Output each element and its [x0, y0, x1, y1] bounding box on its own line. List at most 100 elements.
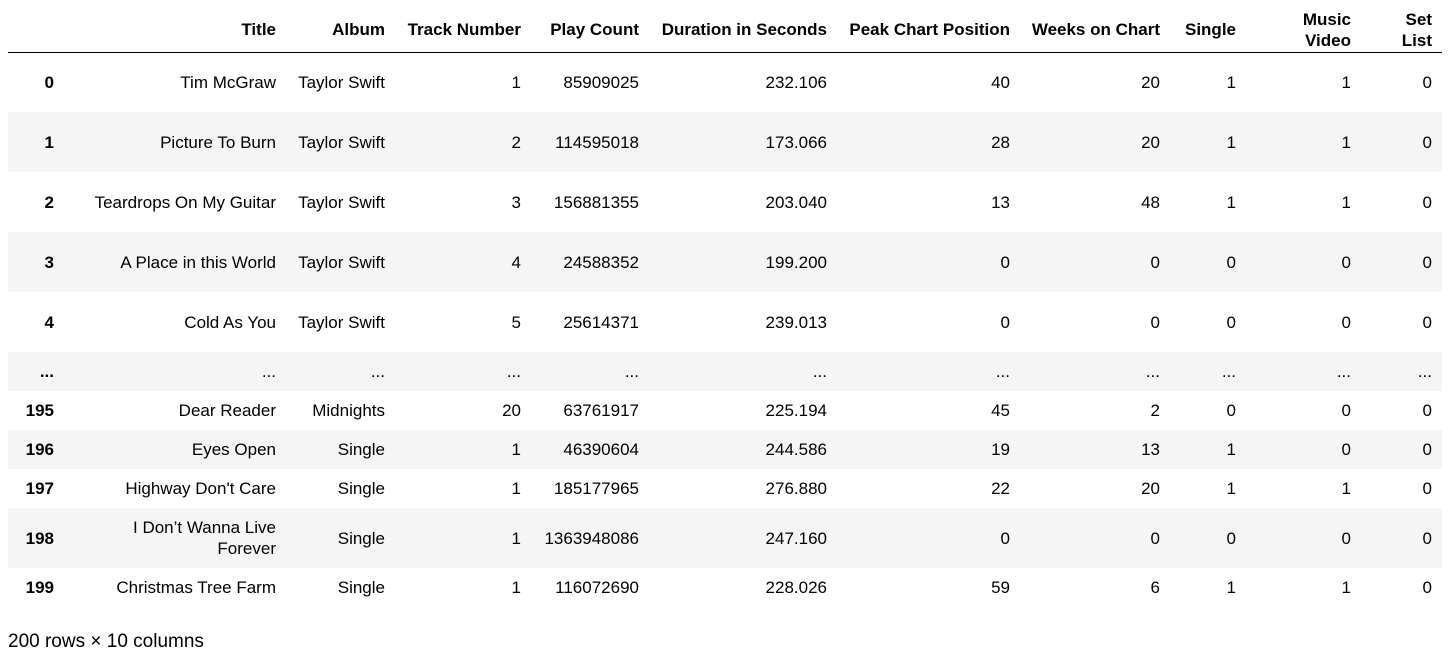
table-cell: 239.013	[765, 312, 827, 332]
table-row: 198 I Don’t Wanna Live Forever Single 1 1363…	[8, 508, 1442, 568]
table-cell: ...	[995, 362, 1010, 381]
table-cell: Tim McGraw	[180, 72, 276, 92]
table-cell: ...	[506, 362, 521, 381]
table-cell: 1	[1226, 479, 1236, 498]
table-cell: 0	[1341, 440, 1351, 459]
column-header: Title	[64, 8, 286, 53]
row-index: 196	[25, 440, 54, 459]
column-header: Album	[286, 8, 395, 53]
table-cell: 1	[1226, 440, 1236, 459]
table-cell: 0	[1422, 312, 1432, 332]
table-cell: ...	[624, 362, 639, 381]
table-cell: 1	[1341, 132, 1351, 152]
table-cell: Teardrops On My Guitar	[94, 192, 276, 212]
table-cell: 0	[1422, 528, 1432, 548]
table-cell: ...	[1336, 362, 1351, 381]
table-cell: 63761917	[563, 401, 639, 420]
column-header: Weeks on Chart	[1020, 8, 1170, 53]
row-index: 198	[25, 528, 54, 548]
table-cell: 0	[1150, 252, 1160, 272]
table-cell: 4	[511, 252, 521, 272]
table-header: Title Album Track Number Play Count Duration…	[8, 8, 1442, 53]
table-cell: 247.160	[765, 528, 827, 548]
table-row: 2 Teardrops On My Guitar Taylor Swift 3 1568…	[8, 172, 1442, 232]
table-cell: 5	[511, 312, 521, 332]
table-cell: ...	[261, 362, 276, 381]
table-cell: ...	[812, 362, 827, 381]
table-cell: 46390604	[563, 440, 639, 459]
column-header: Peak Chart Position	[837, 8, 1020, 53]
table-cell: 1	[1341, 72, 1351, 92]
table-cell: 0	[1422, 252, 1432, 272]
table-cell: 1	[511, 528, 521, 548]
table-cell: 244.586	[765, 440, 827, 459]
table-cell: 24588352	[563, 252, 639, 272]
table-cell: 13	[991, 192, 1010, 212]
table-row: 196 Eyes Open Single 1 46390604 244.586 19 13 1 0…	[8, 430, 1442, 469]
row-index: 197	[25, 479, 54, 498]
table-cell: 0	[1226, 252, 1236, 272]
table-cell: 19	[991, 440, 1010, 459]
table-cell: 25614371	[563, 312, 639, 332]
table-cell: 0	[1422, 401, 1432, 420]
table-cell: Highway Don't Care	[125, 479, 276, 498]
table-cell: 1	[511, 578, 521, 597]
index-column-header	[8, 8, 64, 53]
table-cell: 156881355	[553, 192, 639, 212]
table-cell: ...	[370, 362, 385, 381]
table-cell: 232.106	[765, 72, 827, 92]
table-cell: Single	[337, 440, 385, 459]
table-cell: 1	[1226, 72, 1236, 92]
table-cell: Picture To Burn	[160, 132, 276, 152]
table-cell: 13	[1141, 440, 1160, 459]
table-cell: 173.066	[765, 132, 827, 152]
column-header: Single	[1170, 8, 1246, 53]
table-cell: 0	[1341, 401, 1351, 420]
row-index: 2	[44, 192, 54, 212]
header-row: Title Album Track Number Play Count Duration…	[8, 8, 1442, 53]
table-cell: Eyes Open	[191, 440, 276, 459]
table-cell: 0	[1150, 312, 1160, 332]
table-cell: 0	[1422, 132, 1432, 152]
table-cell: 22	[991, 479, 1010, 498]
row-index: 0	[44, 72, 54, 92]
table-row: 0 Tim McGraw Taylor Swift 1 85909025 232.106 4…	[8, 52, 1442, 112]
table-cell: 20	[502, 401, 521, 420]
table-cell: 48	[1141, 192, 1160, 212]
table-cell: 114595018	[555, 132, 639, 152]
table-cell: 0	[1226, 401, 1236, 420]
table-cell: 0	[1150, 528, 1160, 548]
table-cell: 1	[511, 440, 521, 459]
table-cell: I Don’t Wanna Live Forever	[133, 518, 276, 558]
table-row: 3 A Place in this World Taylor Swift 4 24588…	[8, 232, 1442, 292]
ellipsis-row: .................................	[8, 352, 1442, 391]
table-cell: 85909025	[563, 72, 639, 92]
column-header: Duration in Seconds	[649, 8, 837, 53]
table-cell: 1	[511, 479, 521, 498]
table-cell: Taylor Swift	[298, 72, 385, 92]
table-row: 4 Cold As You Taylor Swift 5 25614371 239.013…	[8, 292, 1442, 352]
table-cell: Taylor Swift	[298, 252, 385, 272]
table-cell: 1	[1226, 132, 1236, 152]
row-index: 4	[44, 312, 54, 332]
table-cell: ...	[1417, 362, 1432, 381]
table-cell: 0	[1422, 72, 1432, 92]
table-cell: 40	[991, 72, 1010, 92]
table-cell: 1	[1226, 578, 1236, 597]
table-cell: Taylor Swift	[298, 192, 385, 212]
table-row: 199 Christmas Tree Farm Single 1 116072690 22…	[8, 568, 1442, 607]
table-cell: A Place in this World	[120, 252, 276, 272]
row-index: ...	[39, 362, 54, 381]
column-header: Track Number	[395, 8, 531, 53]
table-cell: 1	[511, 72, 521, 92]
table-cell: 0	[1341, 312, 1351, 332]
table-row: 195 Dear Reader Midnights 20 63761917 225.194…	[8, 391, 1442, 430]
table-cell: 116072690	[555, 578, 639, 597]
table-cell: Taylor Swift	[298, 132, 385, 152]
table-cell: Dear Reader	[178, 401, 276, 420]
table-cell: 185177965	[553, 479, 639, 498]
table-body: 0 Tim McGraw Taylor Swift 1 85909025 232.106 4…	[8, 52, 1442, 607]
table-cell: 0	[1341, 252, 1351, 272]
table-cell: 1	[1341, 578, 1351, 597]
table-cell: 0	[1226, 312, 1236, 332]
